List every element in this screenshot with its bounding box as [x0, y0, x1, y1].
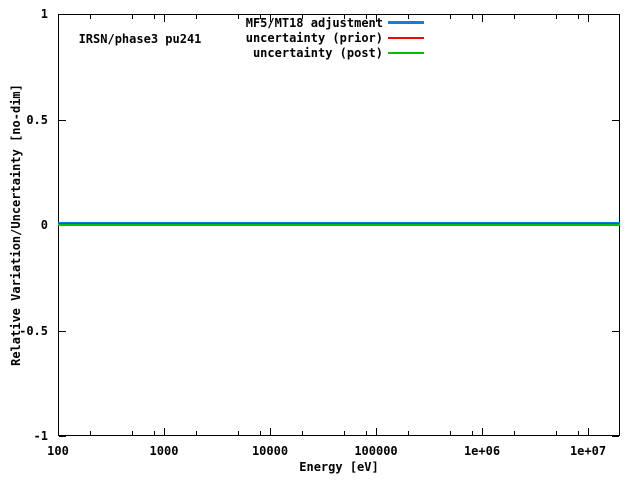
- y-tick-label: -1: [33, 429, 48, 443]
- x-tick-major: [58, 428, 59, 435]
- x-tick-minor: [408, 431, 409, 435]
- x-tick-major: [376, 428, 377, 435]
- x-tick-minor: [154, 431, 155, 435]
- legend-item: uncertainty (post): [246, 45, 424, 60]
- x-tick-major: [588, 15, 589, 22]
- x-axis-title: Energy [eV]: [299, 460, 379, 474]
- x-tick-minor: [366, 15, 367, 19]
- x-tick-minor: [514, 15, 515, 19]
- x-tick-major: [270, 428, 271, 435]
- x-tick-major: [164, 428, 165, 435]
- x-tick-minor: [556, 15, 557, 19]
- y-tick: [612, 331, 619, 332]
- x-tick-minor: [472, 431, 473, 435]
- x-tick-minor: [408, 15, 409, 19]
- legend-line-sample: [388, 51, 424, 54]
- x-tick-major: [270, 15, 271, 22]
- legend-line-sample: [388, 36, 424, 39]
- x-tick-minor: [366, 431, 367, 435]
- x-tick-minor: [196, 15, 197, 19]
- x-tick-minor: [472, 15, 473, 19]
- legend-item: MF5/MT18 adjustment: [246, 15, 424, 30]
- legend-line-sample: [388, 21, 424, 24]
- x-tick-minor: [196, 431, 197, 435]
- x-tick-label: 1e+07: [569, 444, 607, 458]
- x-tick-major: [588, 428, 589, 435]
- x-tick-minor: [260, 431, 261, 435]
- series-line: [58, 224, 620, 226]
- x-tick-minor: [344, 15, 345, 19]
- x-tick-minor: [302, 15, 303, 19]
- legend-label: MF5/MT18 adjustment: [245, 15, 383, 30]
- y-tick: [59, 120, 66, 121]
- legend-label: uncertainty (post): [252, 45, 383, 60]
- x-tick-minor: [514, 431, 515, 435]
- x-tick-minor: [132, 431, 133, 435]
- x-tick-major: [164, 15, 165, 22]
- x-tick-minor: [578, 431, 579, 435]
- x-tick-major: [58, 15, 59, 22]
- x-tick-major: [376, 15, 377, 22]
- legend-item: uncertainty (prior): [246, 30, 424, 45]
- x-tick-minor: [450, 431, 451, 435]
- y-tick: [59, 14, 66, 15]
- x-tick-minor: [132, 15, 133, 19]
- x-tick-minor: [556, 431, 557, 435]
- x-tick-minor: [450, 15, 451, 19]
- x-tick-minor: [238, 431, 239, 435]
- plot-annotation: IRSN/phase3 pu241: [78, 32, 202, 46]
- x-tick-minor: [90, 431, 91, 435]
- x-tick-minor: [238, 15, 239, 19]
- x-tick-label: 100: [47, 444, 69, 458]
- x-tick-label: 10000: [251, 444, 289, 458]
- y-tick: [612, 436, 619, 437]
- y-tick-label: 0.5: [26, 113, 48, 127]
- x-tick-label: 1e+06: [463, 444, 501, 458]
- x-tick-minor: [154, 15, 155, 19]
- y-tick-label: 0: [40, 218, 48, 232]
- x-tick-major: [482, 428, 483, 435]
- x-tick-label: 1000: [149, 444, 179, 458]
- y-tick: [59, 331, 66, 332]
- x-tick-minor: [578, 15, 579, 19]
- y-tick: [612, 14, 619, 15]
- y-tick: [59, 436, 66, 437]
- legend-label: uncertainty (prior): [245, 30, 383, 45]
- x-tick-minor: [302, 431, 303, 435]
- x-tick-label: 100000: [354, 444, 398, 458]
- y-tick: [612, 120, 619, 121]
- y-tick-label: -0.5: [19, 324, 48, 338]
- x-tick-major: [482, 15, 483, 22]
- x-tick-minor: [260, 15, 261, 19]
- x-tick-minor: [344, 431, 345, 435]
- legend: MF5/MT18 adjustment uncertainty (prior) un…: [246, 15, 424, 60]
- x-tick-minor: [90, 15, 91, 19]
- y-tick-label: 1: [40, 7, 48, 21]
